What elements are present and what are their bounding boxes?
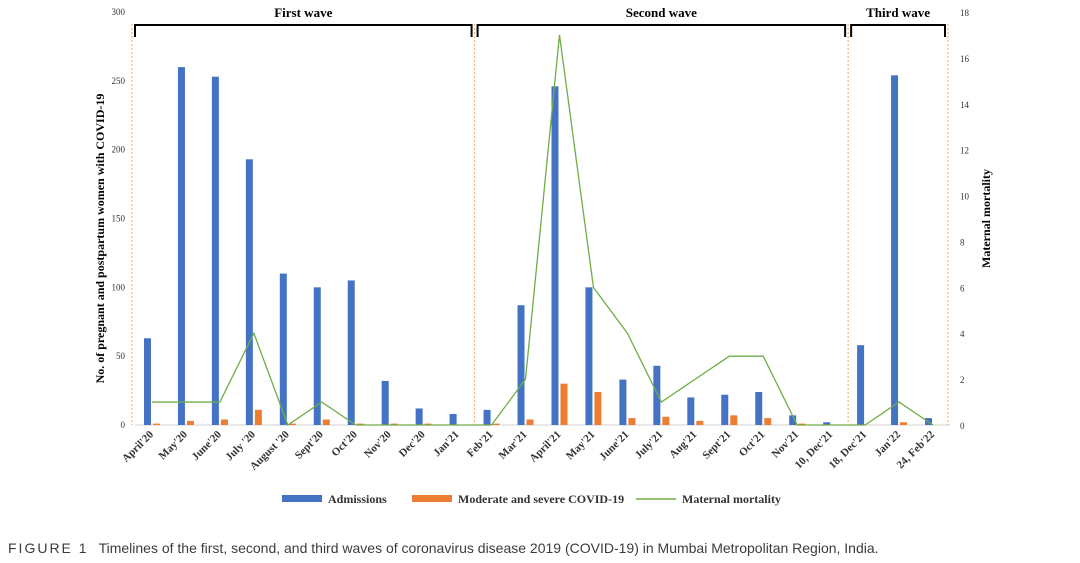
x-tick-label: June'20 bbox=[190, 428, 225, 463]
bar-admissions bbox=[347, 280, 355, 425]
bar-admissions bbox=[891, 75, 899, 426]
y2-tick-label: 10 bbox=[960, 192, 970, 202]
bar-moderate-severe bbox=[288, 423, 296, 425]
legend-label-admissions: Admissions bbox=[328, 492, 387, 506]
y-tick-label: 100 bbox=[112, 282, 126, 292]
x-tick-label: Jan'21 bbox=[431, 429, 462, 460]
x-tick-label: Dec'20 bbox=[397, 428, 428, 459]
x-tick-label: June'21 bbox=[597, 429, 631, 463]
x-tick-label: Nov'21 bbox=[769, 429, 801, 461]
bar-admissions bbox=[619, 379, 627, 425]
y-tick-label: 250 bbox=[112, 76, 126, 86]
bar-moderate-severe bbox=[798, 423, 806, 425]
bar-moderate-severe bbox=[594, 391, 602, 425]
bar-moderate-severe bbox=[356, 423, 364, 425]
bar-admissions bbox=[585, 287, 593, 425]
wave-bracket bbox=[134, 24, 473, 37]
x-tick-label: May'21 bbox=[564, 429, 598, 463]
bar-moderate-severe bbox=[186, 420, 194, 425]
x-tick-label: Sept'21 bbox=[700, 429, 733, 462]
bar-moderate-severe bbox=[492, 423, 500, 425]
y2-tick-label: 18 bbox=[960, 8, 970, 18]
bar-admissions bbox=[245, 159, 253, 425]
bar-moderate-severe bbox=[220, 419, 228, 425]
bar-moderate-severe bbox=[526, 419, 534, 425]
x-tick-label: Jan'22 bbox=[873, 428, 904, 459]
bar-admissions bbox=[857, 345, 865, 425]
legend-label-maternal-mortality: Maternal mortality bbox=[682, 492, 781, 506]
y2-tick-label: 8 bbox=[960, 237, 965, 247]
x-tick-label: 24, Feb'22 bbox=[895, 428, 938, 471]
y-tick-label: 50 bbox=[116, 351, 126, 361]
legend-label-moderate-severe: Moderate and severe COVID-19 bbox=[458, 492, 624, 506]
y2-tick-label: 14 bbox=[960, 100, 970, 110]
x-tick-label: Sept'20 bbox=[293, 428, 326, 461]
bar-admissions bbox=[415, 408, 423, 425]
bar-admissions bbox=[721, 394, 729, 425]
bar-moderate-severe bbox=[628, 418, 636, 425]
figure-caption: FIGURE 1 Timelines of the first, second, … bbox=[8, 540, 1078, 556]
bar-moderate-severe bbox=[560, 383, 568, 425]
bar-moderate-severe bbox=[322, 419, 330, 425]
bar-moderate-severe bbox=[390, 423, 398, 425]
bar-admissions bbox=[755, 391, 763, 425]
x-tick-label: Nov'20 bbox=[362, 428, 394, 460]
bar-moderate-severe bbox=[662, 416, 670, 425]
bar-moderate-severe bbox=[424, 423, 432, 425]
bar-moderate-severe bbox=[152, 423, 160, 425]
bar-moderate-severe bbox=[696, 420, 704, 425]
bar-moderate-severe bbox=[730, 415, 738, 425]
bar-admissions bbox=[177, 67, 185, 426]
bar-moderate-severe bbox=[900, 422, 908, 425]
y2-tick-label: 2 bbox=[960, 375, 965, 385]
legend-swatch-admissions bbox=[282, 495, 322, 502]
y2-tick-label: 4 bbox=[960, 329, 965, 339]
bar-admissions bbox=[789, 415, 797, 425]
bar-admissions bbox=[551, 86, 559, 425]
x-tick-label: Feb'21 bbox=[465, 429, 496, 460]
bar-admissions bbox=[449, 413, 457, 425]
bar-admissions bbox=[653, 365, 661, 425]
bar-admissions bbox=[279, 273, 287, 425]
y-axis-title: No. of pregnant and postpartum women wit… bbox=[93, 94, 107, 384]
y-tick-label: 150 bbox=[112, 214, 126, 224]
y2-tick-label: 0 bbox=[960, 421, 965, 431]
y-tick-label: 200 bbox=[112, 145, 126, 155]
bar-admissions bbox=[517, 305, 525, 425]
y2-axis-title: Maternal mortality bbox=[979, 169, 993, 268]
bar-moderate-severe bbox=[764, 418, 772, 425]
x-tick-label: April'21 bbox=[527, 429, 563, 465]
wave-label: First wave bbox=[274, 5, 332, 20]
y2-tick-label: 12 bbox=[960, 146, 969, 156]
bar-moderate-severe bbox=[254, 409, 262, 425]
y-tick-label: 0 bbox=[121, 420, 126, 430]
bar-admissions bbox=[313, 287, 321, 425]
y-tick-label: 300 bbox=[112, 7, 126, 17]
bar-admissions bbox=[823, 422, 831, 425]
wave-bracket bbox=[850, 24, 946, 37]
x-tick-label: Aug'21 bbox=[667, 429, 699, 461]
x-tick-label: Oct'20 bbox=[329, 428, 360, 459]
y2-tick-label: 16 bbox=[960, 54, 970, 64]
caption-text: Timelines of the first, second, and thir… bbox=[98, 540, 879, 556]
wave-label: Second wave bbox=[626, 5, 697, 20]
x-tick-label: Oct'21 bbox=[737, 429, 768, 460]
bar-admissions bbox=[211, 76, 219, 425]
legend-swatch-moderate-severe bbox=[412, 495, 452, 502]
bar-admissions bbox=[483, 409, 491, 425]
y2-tick-label: 6 bbox=[960, 283, 965, 293]
bar-admissions bbox=[143, 338, 151, 425]
line-maternal-mortality bbox=[151, 34, 934, 427]
wave-bracket bbox=[476, 24, 847, 37]
x-tick-label: July'21 bbox=[633, 429, 666, 462]
x-tick-label: Mar'21 bbox=[497, 429, 530, 462]
wave-label: Third wave bbox=[866, 5, 930, 20]
bar-admissions bbox=[381, 380, 389, 425]
chart: 0 50 100 150 200 250 300 0 2 4 6 8 10 12 14 16 18 First w… bbox=[93, 5, 993, 506]
x-tick-label: May'20 bbox=[157, 428, 191, 462]
x-tick-label: April'20 bbox=[120, 428, 156, 464]
figure-label: FIGURE 1 bbox=[8, 540, 89, 556]
bar-admissions bbox=[687, 397, 695, 425]
